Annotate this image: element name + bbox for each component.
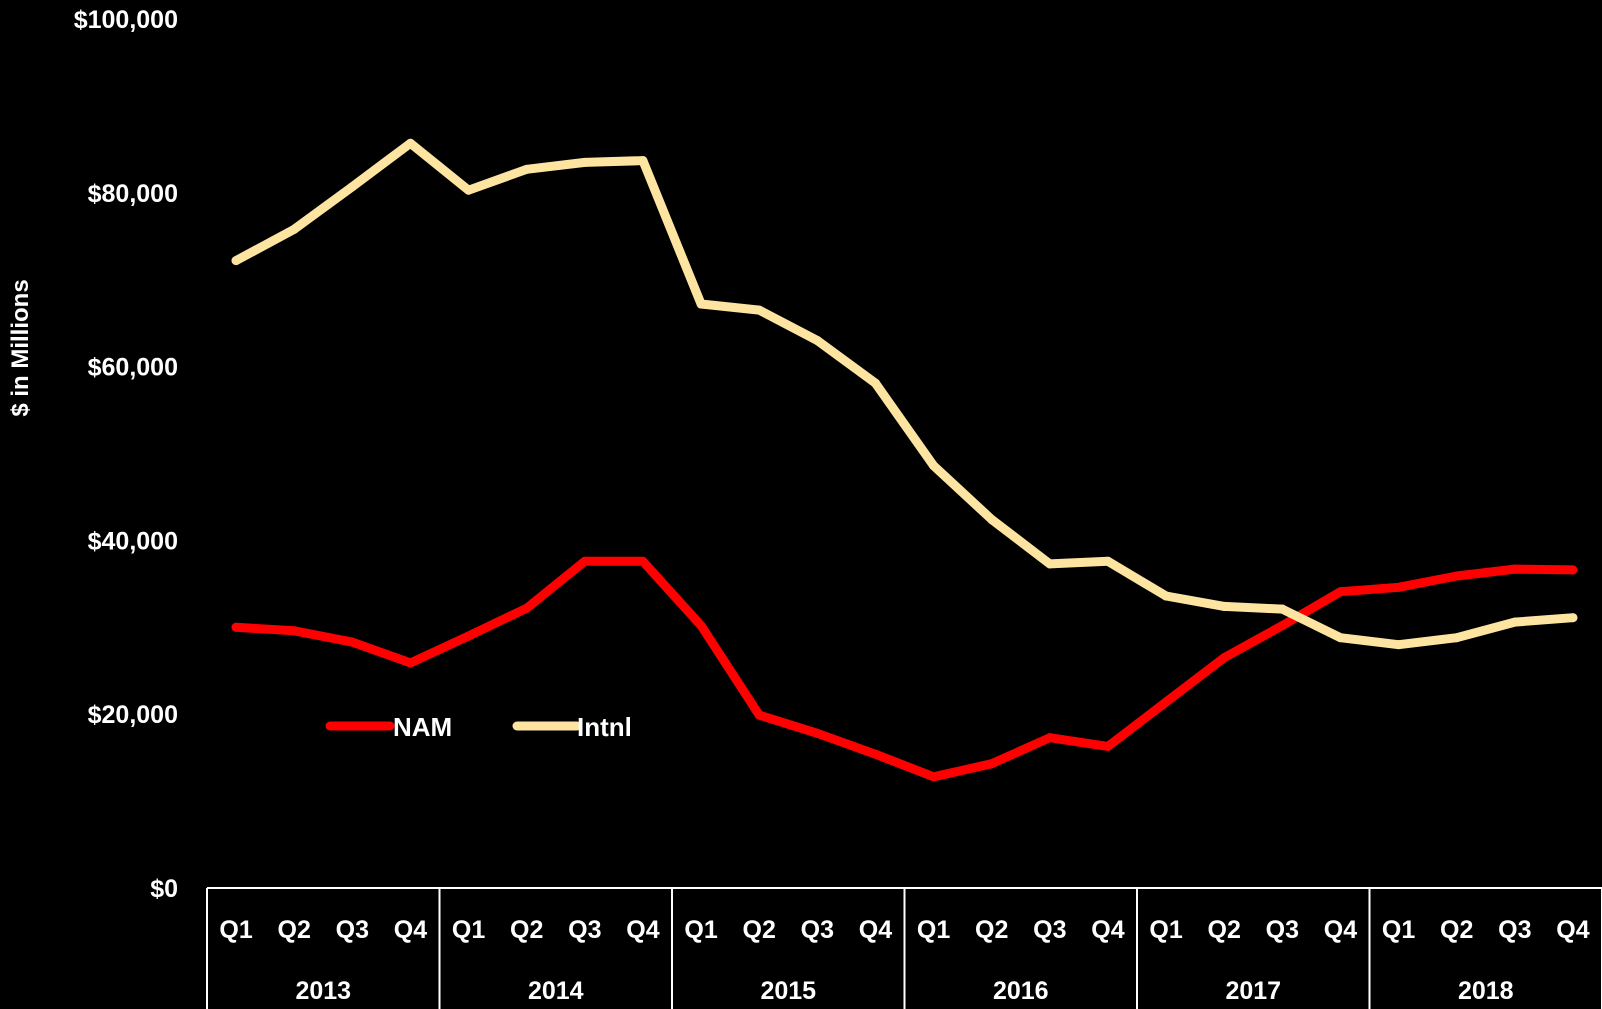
- x-year-label: 2015: [760, 977, 816, 1005]
- data-point-intnl: [1394, 640, 1404, 650]
- data-point-nam: [522, 603, 532, 613]
- data-point-nam: [754, 710, 764, 720]
- data-point-intnl: [1103, 556, 1113, 566]
- x-tick-label: Q1: [219, 916, 252, 944]
- x-tick-label: Q1: [1382, 916, 1415, 944]
- x-tick-label: Q2: [510, 916, 543, 944]
- data-point-nam: [870, 749, 880, 759]
- x-tick-label: Q4: [394, 916, 427, 944]
- data-point-nam: [405, 658, 415, 668]
- data-point-nam: [638, 556, 648, 566]
- data-point-intnl: [1335, 633, 1345, 643]
- x-tick-label: Q2: [1440, 916, 1473, 944]
- data-point-intnl: [1277, 604, 1287, 614]
- data-point-intnl: [347, 182, 357, 192]
- data-point-intnl: [522, 164, 532, 174]
- data-point-intnl: [464, 185, 474, 195]
- x-axis: Q1 Q2 Q3 Q4 Q1 Q2 Q3 Q4 Q1 Q2 Q3 Q4 Q1 Q2 Q3 Q4 Q1 Q2 Q3 Q4…: [206, 887, 1602, 1009]
- x-year-label: 2017: [1225, 977, 1281, 1005]
- data-point-intnl: [870, 378, 880, 388]
- series-line-intnl: [231, 138, 1578, 650]
- x-tick-label: Q4: [626, 916, 659, 944]
- y-tick-label: $0: [150, 875, 178, 903]
- data-point-intnl: [1568, 613, 1578, 623]
- x-year-label: 2016: [993, 977, 1049, 1005]
- data-point-intnl: [405, 138, 415, 148]
- x-year-label: 2013: [295, 977, 351, 1005]
- x-tick-label: Q2: [975, 916, 1008, 944]
- data-point-nam: [696, 621, 706, 631]
- data-point-nam: [1277, 621, 1287, 631]
- data-point-nam: [812, 728, 822, 738]
- x-tick-label: Q2: [743, 916, 776, 944]
- data-point-nam: [1394, 582, 1404, 592]
- x-tick-label: Q4: [1556, 916, 1589, 944]
- x-tick-label: Q3: [801, 916, 834, 944]
- x-tick-label: Q3: [1498, 916, 1531, 944]
- y-axis-label: $ in Millions: [7, 279, 34, 416]
- y-axis-ticks: $0 $20,000 $40,000 $60,000 $80,000 $100,000: [74, 6, 178, 903]
- data-point-nam: [464, 631, 474, 641]
- series-lines: [231, 138, 1578, 782]
- data-point-nam: [580, 556, 590, 566]
- y-tick-label: $40,000: [88, 527, 178, 555]
- x-tick-label: Q3: [568, 916, 601, 944]
- data-point-intnl: [289, 224, 299, 234]
- data-point-intnl: [987, 515, 997, 525]
- x-year-label: 2014: [528, 977, 584, 1005]
- data-point-nam: [1510, 564, 1520, 574]
- data-point-nam: [1335, 587, 1345, 597]
- data-point-intnl: [638, 156, 648, 166]
- data-point-nam: [231, 622, 241, 632]
- data-point-nam: [1452, 571, 1462, 581]
- y-tick-label: $80,000: [88, 180, 178, 208]
- data-point-nam: [929, 772, 939, 782]
- x-tick-label: Q1: [1149, 916, 1182, 944]
- x-tick-label: Q2: [278, 916, 311, 944]
- x-year-label: 2018: [1458, 977, 1514, 1005]
- y-tick-label: $100,000: [74, 6, 178, 34]
- x-tick-label: Q2: [1208, 916, 1241, 944]
- data-point-intnl: [1510, 617, 1520, 627]
- data-point-nam: [347, 637, 357, 647]
- x-tick-label: Q4: [859, 916, 892, 944]
- data-point-intnl: [696, 299, 706, 309]
- data-point-nam: [987, 759, 997, 769]
- x-tick-label: Q4: [1324, 916, 1357, 944]
- data-point-intnl: [580, 157, 590, 167]
- data-point-nam: [1219, 653, 1229, 663]
- x-tick-label: Q3: [1266, 916, 1299, 944]
- y-tick-label: $60,000: [88, 354, 178, 382]
- x-tick-label: Q3: [1033, 916, 1066, 944]
- legend-label-intnl: Intnl: [577, 712, 632, 742]
- x-tick-label: Q1: [917, 916, 950, 944]
- x-tick-label: Q1: [452, 916, 485, 944]
- data-point-intnl: [1219, 601, 1229, 611]
- legend-label-nam: NAM: [393, 712, 452, 742]
- data-point-intnl: [754, 305, 764, 315]
- x-tick-label: Q3: [336, 916, 369, 944]
- legend: NAM Intnl: [325, 712, 632, 742]
- data-point-intnl: [231, 256, 241, 266]
- x-tick-label: Q4: [1091, 916, 1124, 944]
- data-point-intnl: [1161, 591, 1171, 601]
- data-point-intnl: [1045, 559, 1055, 569]
- data-point-nam: [1103, 741, 1113, 751]
- series-line-nam: [231, 556, 1578, 782]
- data-point-intnl: [812, 336, 822, 346]
- data-point-intnl: [929, 461, 939, 471]
- data-point-nam: [289, 626, 299, 636]
- y-tick-label: $20,000: [88, 701, 178, 729]
- data-point-nam: [1045, 733, 1055, 743]
- x-tick-label: Q1: [684, 916, 717, 944]
- data-point-nam: [1568, 565, 1578, 575]
- data-point-nam: [1161, 697, 1171, 707]
- data-point-intnl: [1452, 633, 1462, 643]
